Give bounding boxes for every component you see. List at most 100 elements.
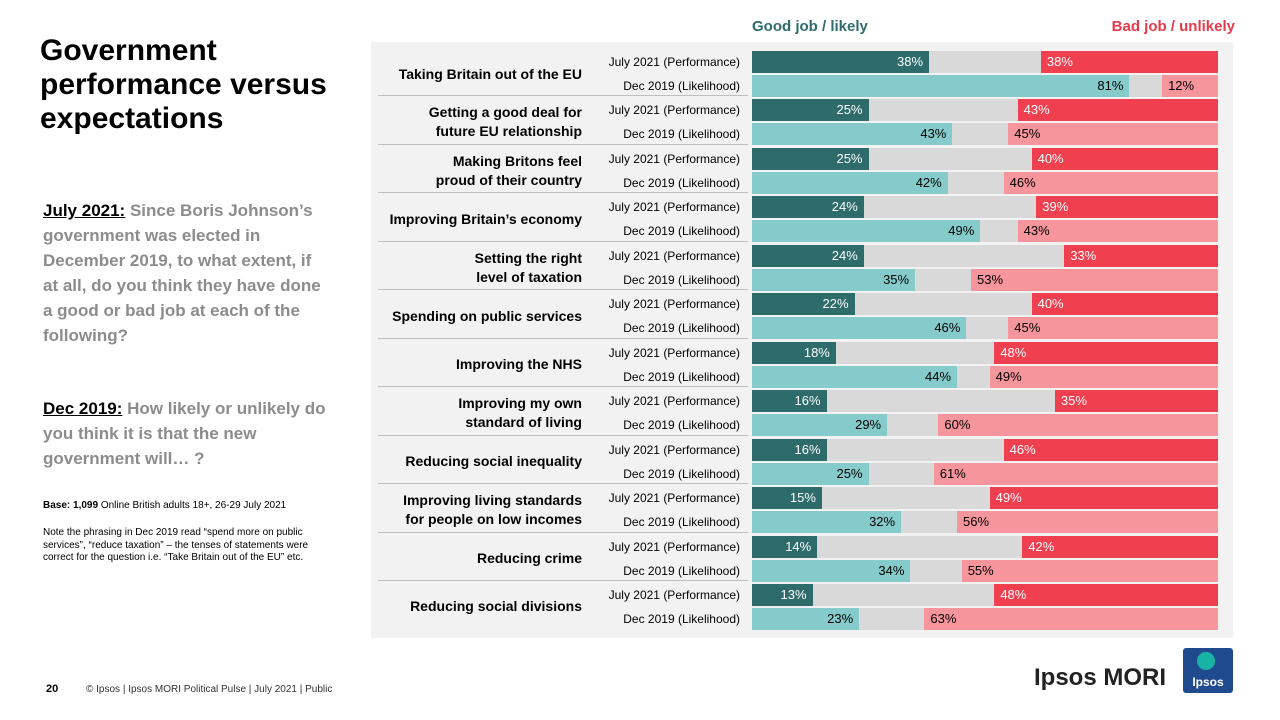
bar xyxy=(1031,147,1218,170)
value-label: 55% xyxy=(967,562,994,578)
value-label: 45% xyxy=(1014,320,1041,336)
value-label: 43% xyxy=(1023,102,1050,118)
separator xyxy=(378,483,748,485)
period-label: July 2021 (Performance) xyxy=(608,200,740,215)
category-label: Reducing social divisions xyxy=(410,598,582,615)
logo-text: Ipsos xyxy=(1192,675,1224,689)
value-label: 49% xyxy=(995,490,1022,506)
value-label: 42% xyxy=(1028,538,1055,554)
question-label: July 2021: xyxy=(43,201,126,220)
question-text: How likely or unlikely do you think it i… xyxy=(43,399,326,468)
bar xyxy=(752,244,864,267)
value-label: 25% xyxy=(836,102,863,118)
value-label: 40% xyxy=(1037,296,1064,312)
period-label: Dec 2019 (Likelihood) xyxy=(623,127,740,142)
base: Base: 1,099 Online British adults 18+, 2… xyxy=(43,500,286,511)
period-label: Dec 2019 (Likelihood) xyxy=(623,272,740,287)
bar xyxy=(1064,244,1218,267)
value-label: 56% xyxy=(963,514,990,530)
value-label: 18% xyxy=(803,344,830,360)
separator xyxy=(378,192,748,194)
bar xyxy=(752,196,864,219)
bar xyxy=(752,511,902,534)
page-number: 20 xyxy=(46,683,59,695)
logo-mark xyxy=(1197,652,1215,670)
base-label: Base: 1,099 xyxy=(43,500,99,511)
value-label: 81% xyxy=(1097,78,1124,93)
logo: Ipsos xyxy=(1183,648,1233,693)
question-label: Dec 2019: xyxy=(43,399,123,418)
base-text: Online British adults 18+, 26-29 July 20… xyxy=(100,500,287,511)
bar xyxy=(957,511,1218,534)
bar xyxy=(1040,51,1218,73)
value-label: 40% xyxy=(1037,150,1064,166)
value-label: 43% xyxy=(1023,223,1050,239)
separator xyxy=(378,531,748,533)
value-label: 48% xyxy=(1000,344,1027,360)
value-label: 53% xyxy=(977,271,1004,287)
period-label: July 2021 (Performance) xyxy=(608,248,740,263)
value-label: 44% xyxy=(925,368,952,384)
bar xyxy=(933,462,1218,485)
bar xyxy=(752,75,1130,97)
period-label: July 2021 (Performance) xyxy=(608,442,740,457)
bar xyxy=(752,607,860,630)
value-label: 13% xyxy=(780,586,807,602)
value-label: 63% xyxy=(930,610,957,626)
category-label: Improving living standards for people on… xyxy=(403,492,582,528)
bar xyxy=(1003,171,1218,194)
bar xyxy=(752,365,958,388)
bar xyxy=(994,341,1218,364)
value-label: 49% xyxy=(995,368,1022,384)
period-label: July 2021 (Performance) xyxy=(608,491,740,506)
brand: Ipsos MORI xyxy=(1033,664,1166,691)
value-label: 16% xyxy=(794,441,821,457)
separator xyxy=(378,386,748,388)
period-label: July 2021 (Performance) xyxy=(608,297,740,312)
period-label: July 2021 (Performance) xyxy=(608,55,740,69)
value-label: 12% xyxy=(1168,78,1195,93)
bar xyxy=(1008,123,1218,146)
bar xyxy=(989,365,1218,388)
bar xyxy=(752,341,836,364)
value-label: 35% xyxy=(883,271,910,287)
bar xyxy=(1022,535,1218,558)
value-label: 25% xyxy=(836,465,863,481)
bar xyxy=(752,51,930,73)
separator xyxy=(378,240,748,242)
bar xyxy=(752,220,981,243)
bar xyxy=(971,268,1218,291)
bar xyxy=(752,99,869,122)
bar xyxy=(1003,438,1218,461)
value-label: 60% xyxy=(944,417,971,433)
period-label: Dec 2019 (Likelihood) xyxy=(623,224,740,239)
note: Note the phrasing in Dec 2019 read “spen… xyxy=(43,527,309,563)
bar xyxy=(1031,293,1218,316)
period-label: Dec 2019 (Likelihood) xyxy=(623,466,740,481)
title: Government performance versus expectatio… xyxy=(40,34,327,135)
bar xyxy=(961,559,1218,582)
bar xyxy=(752,462,869,485)
bar xyxy=(752,414,888,437)
category-label: Improving Britain’s economy xyxy=(389,210,582,227)
bar xyxy=(1017,220,1218,243)
separator xyxy=(378,434,748,436)
category-label: Improving my own standard of living xyxy=(458,395,582,431)
value-label: 23% xyxy=(827,610,854,626)
bar xyxy=(752,583,813,606)
bar xyxy=(752,559,911,582)
category-label: Setting the right level of taxation xyxy=(474,249,582,285)
bar xyxy=(938,414,1218,437)
bar xyxy=(752,487,822,510)
value-label: 45% xyxy=(1014,126,1041,142)
bar xyxy=(752,123,953,146)
period-label: Dec 2019 (Likelihood) xyxy=(623,418,740,433)
bar xyxy=(752,317,967,340)
period-label: Dec 2019 (Likelihood) xyxy=(623,611,740,626)
question: July 2021: Since Boris Johnson’s governm… xyxy=(43,198,328,348)
period-label: Dec 2019 (Likelihood) xyxy=(623,369,740,384)
value-label: 46% xyxy=(934,320,961,336)
period-label: Dec 2019 (Likelihood) xyxy=(623,515,740,530)
separator xyxy=(378,337,748,339)
